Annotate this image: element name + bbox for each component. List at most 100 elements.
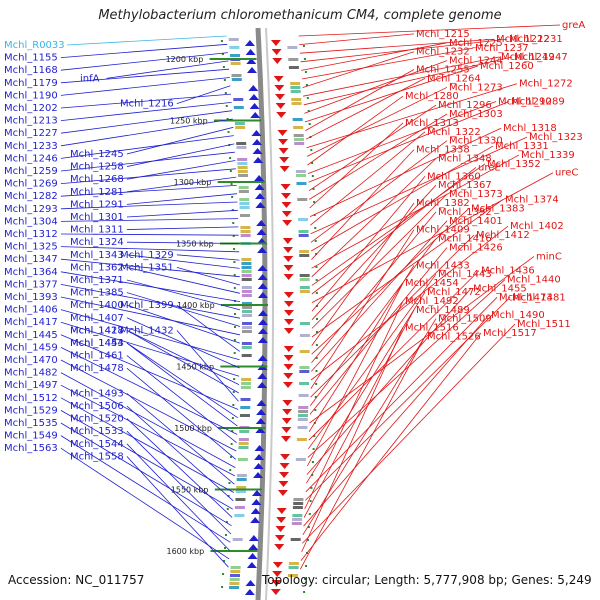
callout-line — [126, 209, 238, 218]
feature-bar — [287, 46, 298, 49]
forward-gene-arrow — [270, 589, 281, 595]
callout-line — [308, 265, 415, 432]
callout-line — [60, 201, 238, 210]
reverse-gene-arrow — [257, 310, 268, 316]
gene-label-right: minC — [536, 251, 562, 262]
callout-line — [126, 317, 240, 369]
gene-label-right: Mchl_1331 — [495, 141, 549, 152]
callout-line — [60, 284, 241, 319]
gene-label-right: Mchl_1273 — [449, 82, 503, 93]
reverse-gene-arrow — [257, 337, 268, 343]
forward-gene-arrow — [272, 58, 283, 64]
gc-mark — [232, 391, 235, 393]
feature-bar — [291, 98, 302, 101]
gene-label-right: Mchl_1454 — [405, 278, 459, 289]
gc-mark — [305, 565, 308, 567]
feature-bar — [241, 326, 252, 329]
feature-bar — [237, 458, 248, 461]
gene-label-left: Mchl_1407 — [70, 313, 124, 324]
feature-bar — [242, 314, 252, 317]
gc-mark — [311, 461, 314, 463]
kbp-marker-label: 1350 kbp — [176, 240, 214, 249]
forward-gene-arrow — [283, 382, 294, 388]
gc-mark — [307, 526, 310, 528]
gene-label-right: Mchl_1509 — [438, 314, 492, 325]
callout-line — [303, 314, 490, 527]
gene-label-left: Mchl_1427 — [70, 325, 124, 336]
gene-label-left: Mchl_1377 — [4, 279, 58, 290]
reverse-gene-arrow — [254, 175, 265, 181]
callout-line — [126, 241, 239, 244]
callout-line — [310, 145, 494, 252]
gene-label-right: Mchl_1517 — [483, 328, 537, 339]
gc-mark — [308, 123, 311, 125]
callout-line — [126, 226, 239, 230]
gene-label-left: Mchl_1529 — [4, 405, 58, 416]
callout-line — [126, 405, 234, 502]
callout-line — [126, 330, 239, 394]
forward-strand-arrows — [270, 40, 294, 595]
feature-bar — [230, 62, 241, 65]
callout-line — [305, 78, 426, 140]
gene-label-right: Mchl_1402 — [510, 221, 564, 232]
reverse-gene-arrow — [256, 400, 267, 406]
callout-line — [309, 238, 437, 407]
feature-bar — [293, 138, 304, 141]
genome-backbone-inner — [265, 27, 274, 600]
gene-label-right: Mchl_1383 — [471, 203, 525, 214]
callout-line — [304, 300, 404, 510]
gene-label-left: Mchl_1311 — [70, 225, 124, 236]
forward-gene-arrow — [278, 481, 289, 487]
feature-bar — [288, 562, 299, 565]
feature-bar — [237, 162, 248, 165]
gene-label-left: Mchl_1324 — [70, 237, 124, 248]
forward-gene-arrow — [283, 256, 294, 262]
callout-line — [301, 42, 448, 71]
gc-mark — [315, 305, 318, 307]
feature-bar — [231, 74, 242, 77]
forward-gene-arrow — [281, 193, 292, 199]
gene-label-right: Mchl_1272 — [519, 79, 573, 90]
feature-bar — [298, 234, 309, 237]
feature-bar — [239, 430, 250, 433]
callout-line — [60, 135, 234, 159]
reverse-gene-arrow — [251, 499, 262, 505]
gene-label-right: Mchl_1339 — [521, 150, 575, 161]
kbp-marker-label: 1200 kbp — [166, 55, 204, 64]
callout-line — [176, 267, 240, 286]
forward-gene-arrow — [274, 94, 285, 100]
gene-label-right: Mchl_1296 — [438, 100, 492, 111]
gene-label-right: Mchl_1455 — [473, 283, 527, 294]
gene-label-right: Mchl_1443 — [438, 269, 492, 280]
callout-line — [310, 136, 528, 235]
gene-label-left: Mchl_1168 — [4, 65, 58, 76]
callout-line — [308, 104, 437, 192]
gene-label-right: Mchl_1409 — [416, 225, 470, 236]
feature-bar — [237, 170, 248, 173]
gene-label-right: Mchl_1222 — [496, 34, 550, 45]
forward-gene-arrow — [277, 130, 288, 136]
reverse-gene-arrow — [255, 202, 266, 208]
feature-bar — [241, 302, 252, 305]
feature-bar — [238, 442, 249, 445]
reverse-gene-arrow — [254, 184, 265, 190]
gc-mark — [314, 409, 317, 411]
feature-bar — [241, 382, 252, 385]
gc-mark — [229, 170, 232, 172]
feature-bar — [241, 346, 252, 349]
feature-bar — [241, 306, 252, 309]
feature-bar — [240, 230, 251, 233]
gene-label-left: Mchl_1329 — [120, 250, 174, 261]
callout-line — [301, 327, 404, 553]
gc-mark — [306, 539, 309, 541]
reverse-gene-arrow — [252, 148, 263, 154]
gc-mark — [231, 417, 234, 419]
callout-line — [309, 113, 448, 200]
reverse-gene-arrow — [254, 445, 265, 451]
gene-label-right: Mchl_1374 — [505, 194, 559, 205]
gene-label-left: Mchl_1190 — [4, 90, 58, 101]
gene-label-right: Mchl_1516 — [405, 323, 459, 334]
callout-line — [126, 393, 235, 485]
reverse-gene-arrow — [248, 535, 259, 541]
gene-label-left: Mchl_1459 — [4, 342, 58, 353]
